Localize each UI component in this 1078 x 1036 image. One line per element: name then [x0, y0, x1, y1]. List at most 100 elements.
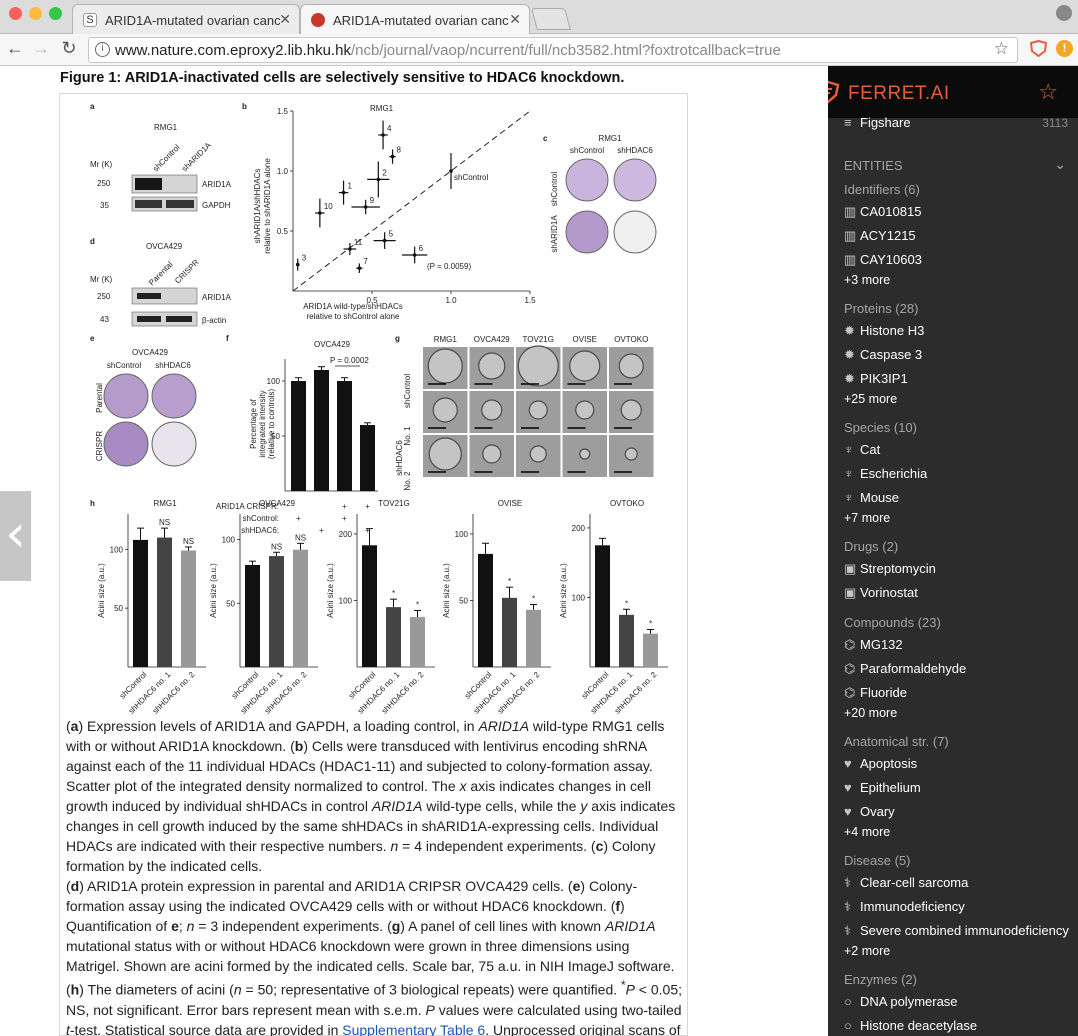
entity-item[interactable]: ▣ Streptomycin — [844, 561, 936, 577]
entity-item[interactable]: ⌬ Fluoride — [844, 685, 907, 701]
scatter-point: shControl — [449, 153, 488, 189]
acinus — [624, 447, 638, 461]
significance-label: NS — [159, 518, 170, 527]
more-link[interactable]: +7 more — [844, 511, 891, 525]
reload-button[interactable]: ↻ — [61, 38, 77, 58]
y-tick-label: 1.5 — [277, 107, 289, 116]
caption-text: ; — [178, 918, 187, 934]
supplementary-link[interactable]: Supplementary Table 6 — [342, 1021, 486, 1036]
ylabel-2: relative to shARID1A alone — [263, 158, 272, 254]
section-header[interactable]: Compounds (23) — [844, 615, 941, 630]
address-bar[interactable]: i www.nature.com.eproxy2.lib.hku.hk/ncb/… — [88, 37, 1018, 63]
barcode-icon: ▥ — [844, 252, 857, 267]
more-link[interactable]: +3 more — [844, 273, 891, 287]
ylabel-1: Percentage of — [249, 398, 258, 449]
band-label: β-actin — [202, 316, 226, 325]
point-marker — [348, 247, 352, 251]
more-link[interactable]: +4 more — [844, 825, 891, 839]
section-header[interactable]: Disease (5) — [844, 853, 911, 868]
chevron-down-icon[interactable]: ⌄ — [1054, 156, 1066, 172]
more-link[interactable]: +25 more — [844, 392, 898, 406]
section-header[interactable]: Identifiers (6) — [844, 182, 920, 197]
entity-item[interactable]: ⌬ Paraformaldehyde — [844, 661, 966, 677]
browser-tab-2[interactable]: ARID1A-mutated ovarian canc ✕ — [300, 4, 530, 34]
panel-e: e OVCA429 shControl shHDAC6 Parental CRI… — [90, 334, 197, 467]
more-link[interactable]: +20 more — [844, 706, 898, 720]
entity-item[interactable]: ♥ Ovary — [844, 804, 895, 819]
entity-item[interactable]: ○ Histone deacetylase — [844, 1018, 977, 1033]
more-link[interactable]: +2 more — [844, 944, 891, 958]
maximize-window-button[interactable] — [49, 7, 62, 20]
marker-label: 43 — [100, 315, 109, 324]
caption-text: n — [390, 838, 399, 854]
entity-item[interactable]: ♆ Mouse — [844, 490, 899, 505]
significance-label: * — [625, 599, 628, 608]
row-label: shControl — [550, 172, 559, 206]
caption-text: h — [70, 981, 80, 998]
section-header[interactable]: Enzymes (2) — [844, 972, 917, 987]
entity-item[interactable]: ▥ CA010815 — [844, 204, 921, 220]
close-tab-icon[interactable]: ✕ — [509, 11, 521, 27]
bookmark-star-icon[interactable]: ☆ — [993, 39, 1009, 58]
browser-tab-1[interactable]: S ARID1A-mutated ovarian canc ✕ — [72, 4, 300, 34]
entity-item[interactable]: ✹ PIK3IP1 — [844, 371, 908, 387]
previous-figure-button[interactable]: ‹ — [0, 491, 31, 581]
entity-item[interactable]: ⌬ MG132 — [844, 637, 903, 653]
close-window-button[interactable] — [9, 7, 22, 20]
point-marker — [341, 190, 346, 195]
entity-item[interactable]: ♥ Epithelium — [844, 780, 921, 795]
band-actin-lane2 — [166, 316, 192, 322]
section-header[interactable]: Anatomical str. (7) — [844, 734, 949, 749]
entity-item[interactable]: ✹ Histone H3 — [844, 323, 924, 339]
new-tab-button[interactable] — [531, 8, 571, 30]
entity-label: Epithelium — [860, 780, 921, 795]
panel-letter: d — [90, 237, 95, 246]
ylabel-3: (relative to controls) — [267, 389, 276, 460]
close-tab-icon[interactable]: ✕ — [279, 11, 291, 27]
entity-item[interactable]: ♥ Apoptosis — [844, 756, 917, 771]
acini-image — [423, 435, 468, 477]
scatter-point: 1 — [338, 180, 353, 205]
sidebar-header: FERRET.AI ☆ — [828, 66, 1078, 118]
info-icon[interactable]: i — [95, 42, 110, 57]
significance-label: * — [649, 619, 652, 628]
entity-item[interactable]: ▥ CAY10603 — [844, 252, 922, 268]
figshare-item[interactable]: ≡ Figshare — [844, 115, 911, 130]
point-label: shControl — [454, 173, 488, 182]
section-header[interactable]: Species (10) — [844, 420, 917, 435]
entity-item[interactable]: ⚕ Immunodeficiency — [844, 899, 965, 915]
minimize-window-button[interactable] — [29, 7, 42, 20]
col-label: shHDAC6 — [617, 146, 653, 155]
entity-item[interactable]: ⚕ Clear-cell sarcoma — [844, 875, 968, 891]
ferret-extension-icon[interactable] — [1029, 39, 1048, 58]
heart-icon: ♥ — [844, 804, 852, 819]
entity-item[interactable]: ▣ Vorinostat — [844, 585, 918, 601]
warning-icon[interactable]: ! — [1056, 40, 1073, 57]
row-label: shHDAC6: — [241, 526, 279, 535]
x-category-label: shHDAC6 no. 2 — [496, 670, 542, 714]
section-header[interactable]: Proteins (28) — [844, 301, 919, 316]
nature-favicon-icon: S — [83, 13, 97, 27]
entity-item[interactable]: ✹ Caspase 3 — [844, 347, 922, 363]
point-marker — [382, 238, 387, 243]
back-button[interactable]: ← — [6, 38, 24, 58]
drug-icon: ▣ — [844, 561, 857, 576]
entity-item[interactable]: ♆ Cat — [844, 442, 880, 457]
y-tick-label: 100 — [267, 377, 281, 386]
scatter-point: 2 — [367, 161, 390, 198]
entity-item[interactable]: ♆ Escherichia — [844, 466, 927, 481]
acinus — [575, 400, 595, 420]
scatter-point: 4 — [378, 120, 392, 150]
entity-item[interactable]: ▥ ACY1215 — [844, 228, 916, 244]
x-tick-label: 1.5 — [524, 296, 536, 305]
section-header[interactable]: Drugs (2) — [844, 539, 899, 554]
entity-item[interactable]: ⚕ Severe combined immunodeficiency — [844, 923, 1069, 939]
entity-label: PIK3IP1 — [860, 371, 908, 386]
forward-button[interactable]: → — [32, 38, 50, 58]
favorite-star-icon[interactable]: ☆ — [1038, 79, 1058, 104]
entity-item[interactable]: ○ DNA polymerase — [844, 994, 958, 1009]
caption-text: ARID1A — [478, 718, 530, 734]
profile-icon[interactable] — [1056, 5, 1072, 21]
caption-text: < 0.05; NS, not significant. Error bars … — [66, 981, 683, 1018]
caption-text: ) Cells were transduced with lentivirus … — [66, 738, 653, 794]
